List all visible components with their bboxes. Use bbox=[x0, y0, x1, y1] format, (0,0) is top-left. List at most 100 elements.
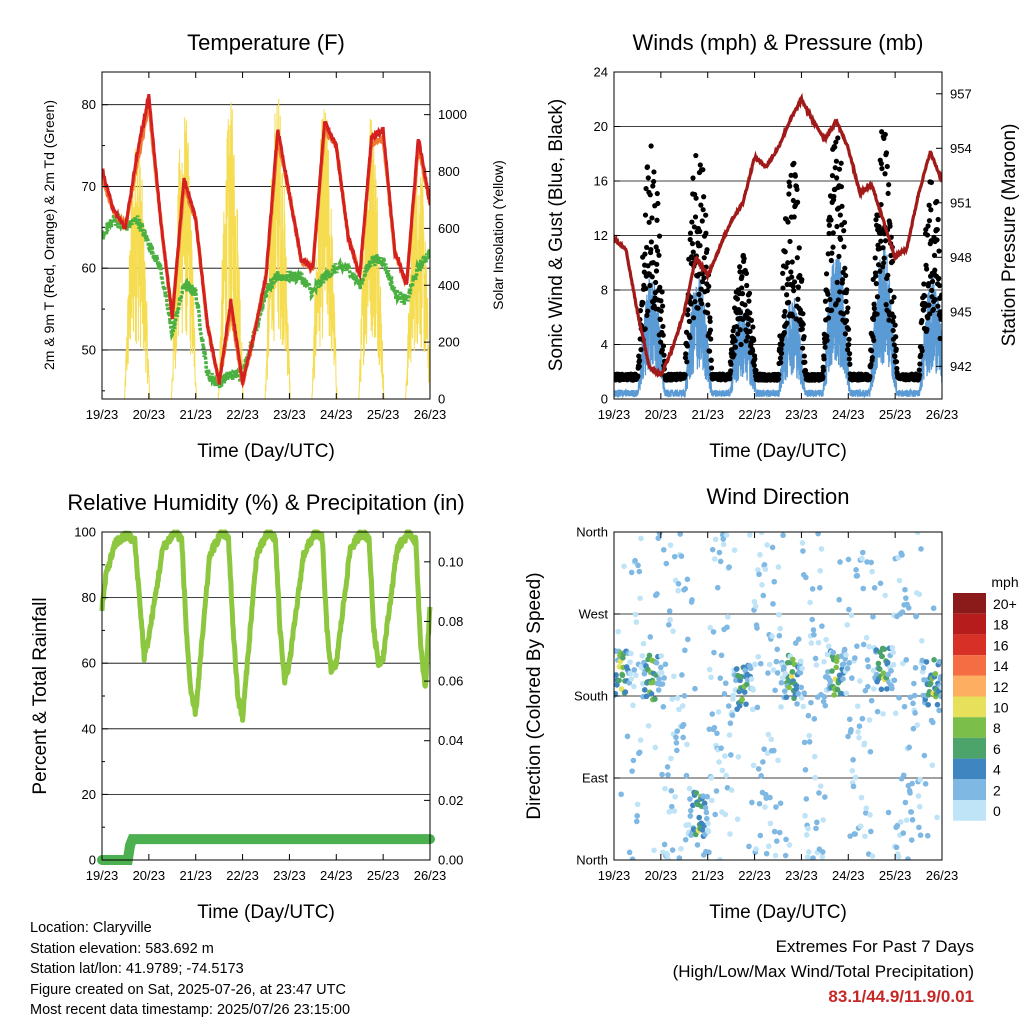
direction-point bbox=[900, 830, 907, 836]
direction-point bbox=[894, 822, 901, 829]
direction-point bbox=[754, 704, 761, 711]
y-tick-label-right: 0.08 bbox=[438, 614, 463, 629]
winds-ylabel: Sonic Wind & Gust (Blue, Black) bbox=[546, 99, 567, 371]
direction-point bbox=[730, 692, 737, 699]
gust-point bbox=[737, 309, 744, 316]
gust-point bbox=[653, 279, 659, 286]
gust-point bbox=[934, 226, 940, 233]
direction-point bbox=[891, 677, 898, 684]
temperature-ylabel-right: Solar Insolation (Yellow) bbox=[490, 160, 506, 310]
direction-point bbox=[890, 661, 897, 668]
gust-point bbox=[687, 334, 693, 341]
direction-point bbox=[764, 750, 771, 757]
gust-point bbox=[780, 285, 786, 291]
direction-point bbox=[700, 793, 706, 799]
direction-point bbox=[929, 762, 936, 769]
gust-point bbox=[881, 255, 887, 261]
gust-point bbox=[916, 367, 922, 373]
gust-point bbox=[925, 281, 932, 287]
direction-point bbox=[802, 812, 808, 819]
direction-point bbox=[850, 783, 857, 790]
direction-point bbox=[801, 739, 808, 746]
direction-point bbox=[663, 560, 670, 567]
gust-point bbox=[789, 313, 796, 319]
direction-point bbox=[781, 688, 788, 694]
gust-point bbox=[778, 359, 784, 366]
gust-point bbox=[706, 283, 712, 289]
gust-point bbox=[789, 274, 795, 280]
direction-point bbox=[864, 559, 870, 565]
gust-point bbox=[704, 288, 710, 294]
direction-point bbox=[793, 683, 800, 689]
gust-point bbox=[925, 315, 931, 321]
direction-point bbox=[844, 665, 851, 672]
direction-point bbox=[771, 828, 778, 835]
direction-point bbox=[779, 674, 786, 681]
gust-point bbox=[822, 298, 829, 304]
direction-point bbox=[738, 673, 745, 680]
direction-point bbox=[927, 680, 934, 687]
direction-point bbox=[756, 800, 763, 807]
gust-point bbox=[832, 165, 838, 171]
gust-point bbox=[921, 281, 927, 287]
gust-point bbox=[839, 203, 845, 209]
direction-point bbox=[770, 601, 776, 607]
gust-point bbox=[649, 215, 655, 221]
gust-point bbox=[660, 343, 667, 349]
gust-point bbox=[827, 296, 833, 303]
legend-swatch bbox=[953, 779, 986, 800]
direction-point bbox=[852, 831, 859, 837]
gust-point bbox=[835, 135, 841, 141]
direction-point bbox=[880, 711, 886, 717]
direction-point bbox=[786, 684, 792, 691]
gust-point bbox=[645, 263, 651, 269]
gust-point bbox=[784, 292, 790, 298]
direction-point bbox=[775, 757, 781, 764]
direction-point bbox=[726, 564, 732, 570]
direction-point bbox=[717, 558, 724, 565]
direction-point bbox=[870, 686, 877, 692]
direction-point bbox=[869, 853, 876, 859]
gust-point bbox=[877, 268, 883, 274]
direction-point bbox=[857, 678, 863, 684]
direction-point bbox=[910, 700, 916, 707]
direction-point bbox=[676, 706, 682, 713]
legend-label: 14 bbox=[993, 658, 1009, 674]
direction-point bbox=[907, 790, 913, 796]
direction-point bbox=[870, 667, 877, 674]
direction-point bbox=[711, 556, 718, 562]
gust-point bbox=[841, 244, 847, 250]
gust-point bbox=[658, 339, 664, 345]
direction-point bbox=[921, 752, 928, 759]
gust-point bbox=[705, 302, 711, 308]
y-tick-label: 0 bbox=[89, 853, 96, 868]
gust-point bbox=[696, 291, 702, 297]
gust-point bbox=[787, 183, 793, 189]
direction-point bbox=[783, 694, 790, 700]
direction-point bbox=[728, 787, 735, 793]
gust-point bbox=[787, 238, 793, 245]
gust-point bbox=[873, 217, 879, 223]
gust-point bbox=[843, 272, 849, 279]
direction-point bbox=[774, 670, 781, 676]
gust-point bbox=[936, 248, 942, 254]
direction-point bbox=[930, 719, 936, 726]
y-tick-label-right: 942 bbox=[950, 359, 972, 374]
direction-point bbox=[917, 832, 924, 838]
gust-point bbox=[926, 218, 933, 224]
gust-point bbox=[701, 194, 707, 200]
gust-point bbox=[789, 259, 795, 265]
direction-point bbox=[822, 794, 828, 800]
rh-line bbox=[99, 529, 433, 723]
direction-point bbox=[659, 771, 665, 778]
legend-label: 20+ bbox=[993, 596, 1017, 612]
direction-point bbox=[655, 687, 662, 693]
direction-point bbox=[772, 852, 779, 859]
direction-point bbox=[724, 624, 730, 631]
gust-point bbox=[892, 353, 898, 360]
direction-point bbox=[850, 757, 856, 763]
direction-point bbox=[849, 675, 855, 681]
humidity-frame bbox=[101, 531, 431, 861]
gust-point bbox=[791, 279, 798, 285]
direction-point bbox=[757, 660, 764, 667]
